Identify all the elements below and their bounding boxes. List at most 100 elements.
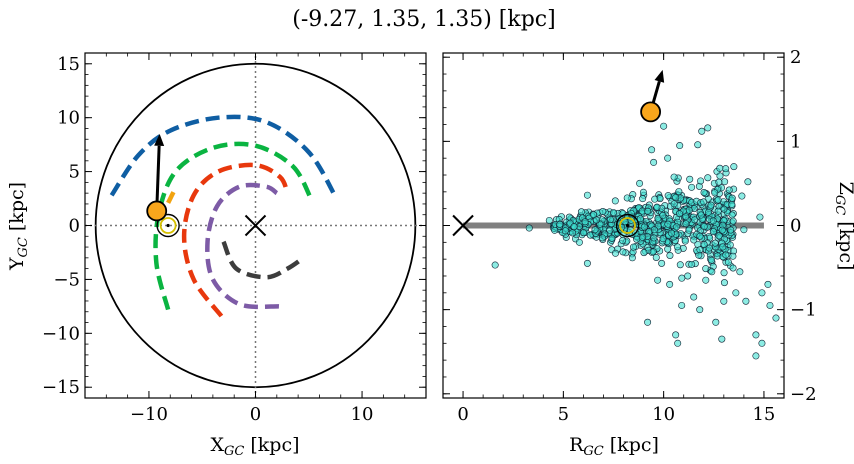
star-point (698, 127, 706, 135)
right-panel-rz: 0 5 10 15 −2 −1 0 1 2 RGC [kpc] ZGC [kpc] (442, 47, 854, 459)
star-point (664, 192, 672, 200)
star-point (720, 279, 728, 287)
star-point (729, 217, 737, 225)
figure-title: (-9.27, 1.35, 1.35) [kpc] (292, 7, 555, 32)
star-point (728, 200, 736, 208)
star-point (690, 236, 698, 244)
star-point (718, 335, 726, 343)
star-point (612, 249, 620, 257)
star-point (652, 253, 660, 261)
star-point (711, 189, 719, 197)
star-point (599, 207, 607, 215)
star-point (525, 224, 533, 232)
star-point (732, 289, 740, 297)
sun-outer-ring (615, 213, 640, 238)
star-point (674, 339, 682, 347)
left-x-axis-label: XGC [kpc] (210, 434, 299, 459)
star-point (714, 196, 722, 204)
star-point (729, 264, 737, 272)
y-tick-label: 15 (57, 54, 80, 75)
star-point (718, 226, 726, 234)
star-point (700, 198, 708, 206)
star-point (728, 194, 736, 202)
y-tick-label: −15 (42, 377, 80, 398)
star-point (696, 232, 704, 240)
star-point (686, 175, 694, 183)
star-point (598, 234, 606, 242)
star-point (569, 229, 577, 237)
star-point (691, 216, 699, 224)
star-point (644, 318, 652, 326)
star-point (628, 254, 636, 262)
star-point (700, 189, 708, 197)
star-point (772, 314, 780, 322)
star-point (651, 195, 659, 203)
spiral-arm (109, 114, 339, 200)
star-point (696, 306, 704, 314)
star-point (756, 213, 764, 221)
star-point (561, 227, 569, 235)
star-point (704, 124, 712, 132)
y-tick-label: 5 (69, 162, 80, 183)
star-point (583, 259, 591, 267)
star-point (720, 297, 728, 305)
star-point (676, 210, 684, 218)
star-point (712, 318, 720, 326)
galactic-center-marker (244, 214, 267, 237)
star-point (715, 232, 723, 240)
spiral-arm (181, 162, 290, 318)
star-point (575, 238, 583, 246)
star-point (721, 178, 729, 186)
x-tick-label: 5 (558, 404, 569, 425)
star-point (702, 265, 710, 273)
star-point (752, 331, 760, 339)
star-point (716, 164, 724, 172)
star-point (659, 211, 667, 219)
x-tick-label: 10 (351, 404, 374, 425)
star-point (611, 197, 619, 205)
star-point (725, 186, 733, 194)
star-point (685, 226, 693, 234)
right-x-axis-label: RGC [kpc] (569, 434, 659, 459)
star-point (619, 248, 627, 256)
star-point (708, 256, 716, 264)
velocity-arrow-shaft (155, 145, 161, 212)
star-point (666, 251, 674, 259)
star-point (682, 220, 690, 228)
star-point (729, 252, 737, 260)
star-point (722, 165, 730, 173)
star-point (688, 183, 696, 191)
y-tick-label: 1 (790, 131, 801, 152)
star-point (744, 178, 752, 186)
spiral-arm (205, 182, 280, 310)
star-point (727, 226, 735, 234)
star-point (724, 258, 732, 266)
x-tick-label: −10 (130, 404, 168, 425)
star-point (690, 293, 698, 301)
star-point (673, 223, 681, 231)
star-point (704, 174, 712, 182)
velocity-arrow-head (154, 133, 165, 147)
star-point (607, 215, 615, 223)
spiral-arm (221, 240, 305, 280)
star-point (678, 301, 686, 309)
velocity-arrow-head (654, 69, 665, 83)
star-point (681, 237, 689, 245)
star-point (551, 226, 559, 234)
star-point (716, 172, 724, 180)
star-point (639, 195, 647, 203)
object-marker (146, 200, 168, 222)
star-point (676, 261, 684, 269)
star-point (577, 208, 585, 216)
star-point (640, 223, 648, 231)
star-point (705, 244, 713, 252)
spiral-arm (166, 191, 176, 204)
y-tick-label: 10 (57, 108, 80, 129)
x-tick-label: 10 (652, 404, 675, 425)
sun-ring (159, 217, 177, 234)
galactic-center-marker (452, 214, 474, 237)
star-point (583, 191, 591, 199)
star-point (764, 280, 772, 288)
object-marker (640, 101, 662, 123)
star-point (668, 229, 676, 237)
